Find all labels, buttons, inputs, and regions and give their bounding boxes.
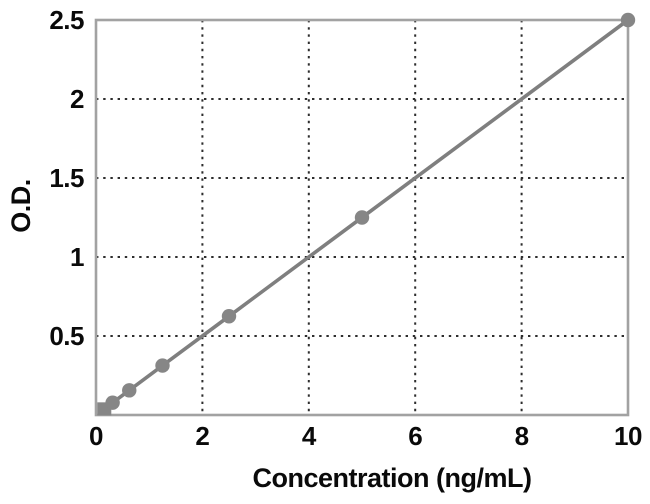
plot-frame	[94, 18, 630, 417]
y-tick-label: 0.5	[49, 321, 84, 351]
data-point-marker	[122, 383, 137, 398]
x-tick-label: 6	[408, 421, 422, 451]
data-point-marker	[221, 309, 237, 324]
x-tick-label: 0	[89, 421, 103, 451]
data-point-marker	[155, 358, 170, 373]
y-tick-label: 1.5	[49, 163, 84, 193]
y-axis-title: O.D.	[6, 179, 36, 233]
x-tick-label: 10	[614, 421, 642, 451]
y-tick-label: 2.5	[49, 5, 84, 35]
data-point-marker	[620, 12, 636, 28]
y-tick-label: 2	[70, 84, 84, 114]
x-tick-label: 8	[515, 421, 529, 451]
y-tick-label: 1	[70, 242, 84, 272]
x-axis-title: Concentration (ng/mL)	[252, 463, 532, 493]
data-point-marker	[354, 210, 370, 225]
x-tick-label: 4	[302, 421, 317, 451]
data-point-marker	[105, 395, 120, 410]
x-tick-label: 2	[195, 421, 209, 451]
